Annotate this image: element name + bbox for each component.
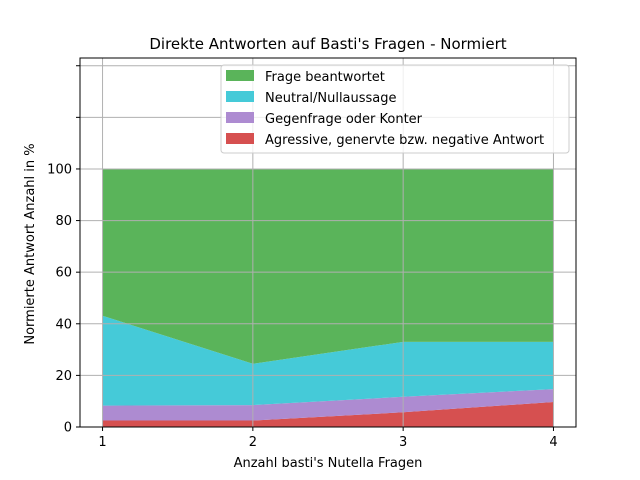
x-tick-label: 3 — [399, 435, 407, 450]
area-frage-beantwortet — [102, 168, 554, 364]
ticks-layer: 0 20 40 60 80 100 1 2 3 4 — [47, 65, 558, 450]
y-tick-label: 80 — [55, 214, 72, 229]
area-agressive-genervte-bzw-negative-antwort — [102, 401, 554, 427]
chart-title: Direkte Antworten auf Basti's Fragen - N… — [149, 35, 506, 53]
y-tick-label: 100 — [47, 162, 72, 177]
areas-layer — [102, 168, 554, 427]
legend-swatch-neutral-nullaussage — [226, 91, 254, 102]
legend-frame — [220, 64, 570, 154]
legend-label-frage-beantwortet: Frage beantwortet — [265, 70, 385, 85]
legend-swatch-frage-beantwortet — [226, 70, 254, 81]
y-axis-title: Normierte Antwort Anzahl in % — [23, 143, 38, 344]
legend-label-neutral-nullaussage: Neutral/Nullaussage — [265, 91, 397, 106]
legend: Frage beantwortet Neutral/Nullaussage Gege… — [220, 64, 570, 154]
x-tick-label: 2 — [249, 435, 257, 450]
frame-layer — [79, 57, 577, 428]
legend-swatch-agressive-genervte-bzw-negative-antwort — [226, 133, 254, 144]
legend-label-agressive-genervte-bzw-negative-antwort: Agressive, genervte bzw. negative Antwor… — [265, 133, 544, 148]
area-neutral-nullaussage — [102, 315, 554, 406]
x-tick-label: 4 — [549, 435, 557, 450]
x-tick-label: 1 — [98, 435, 106, 450]
legend-label-gegenfrage-oder-konter: Gegenfrage oder Konter — [265, 112, 423, 127]
plot-frame — [79, 57, 577, 428]
legend-entries: Frage beantwortet Neutral/Nullaussage Gege… — [226, 70, 544, 148]
y-tick-label: 40 — [55, 317, 72, 332]
y-tick-label: 0 — [64, 421, 72, 436]
x-axis-title: Anzahl basti's Nutella Fragen — [234, 456, 423, 471]
y-tick-label: 20 — [55, 369, 72, 384]
area-gegenfrage-oder-konter — [102, 389, 554, 421]
y-tick-label: 60 — [55, 266, 72, 281]
legend-swatch-gegenfrage-oder-konter — [226, 112, 254, 123]
